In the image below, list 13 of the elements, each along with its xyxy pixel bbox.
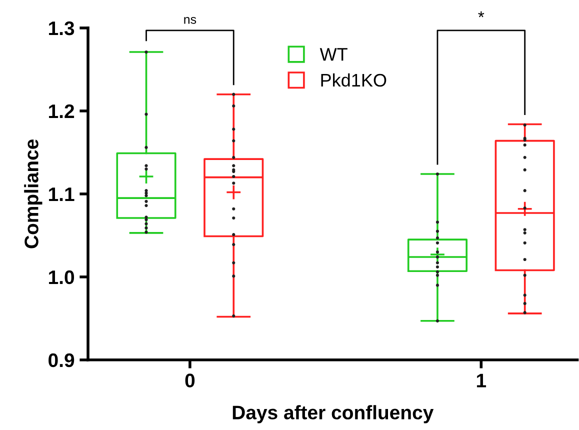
y-tick-label: 1.1 bbox=[49, 188, 74, 201]
y-tick-label: 1.0 bbox=[49, 270, 74, 284]
y-tick-label: 0.9 bbox=[48, 353, 74, 368]
text: * bbox=[478, 11, 484, 18]
legend-label: WT bbox=[320, 48, 348, 61]
y-axis-title: Compliance bbox=[24, 139, 42, 248]
x-tick-label: 1 bbox=[476, 374, 486, 388]
x-tick-label: 0 bbox=[185, 374, 195, 388]
legend-label: Pkd1KO bbox=[321, 73, 386, 87]
y-tick-label: 1.2 bbox=[49, 104, 74, 118]
text: ns bbox=[184, 16, 196, 24]
y-tick-label: 1.3 bbox=[49, 21, 74, 36]
x-axis-title: Days after confluency bbox=[232, 405, 434, 424]
